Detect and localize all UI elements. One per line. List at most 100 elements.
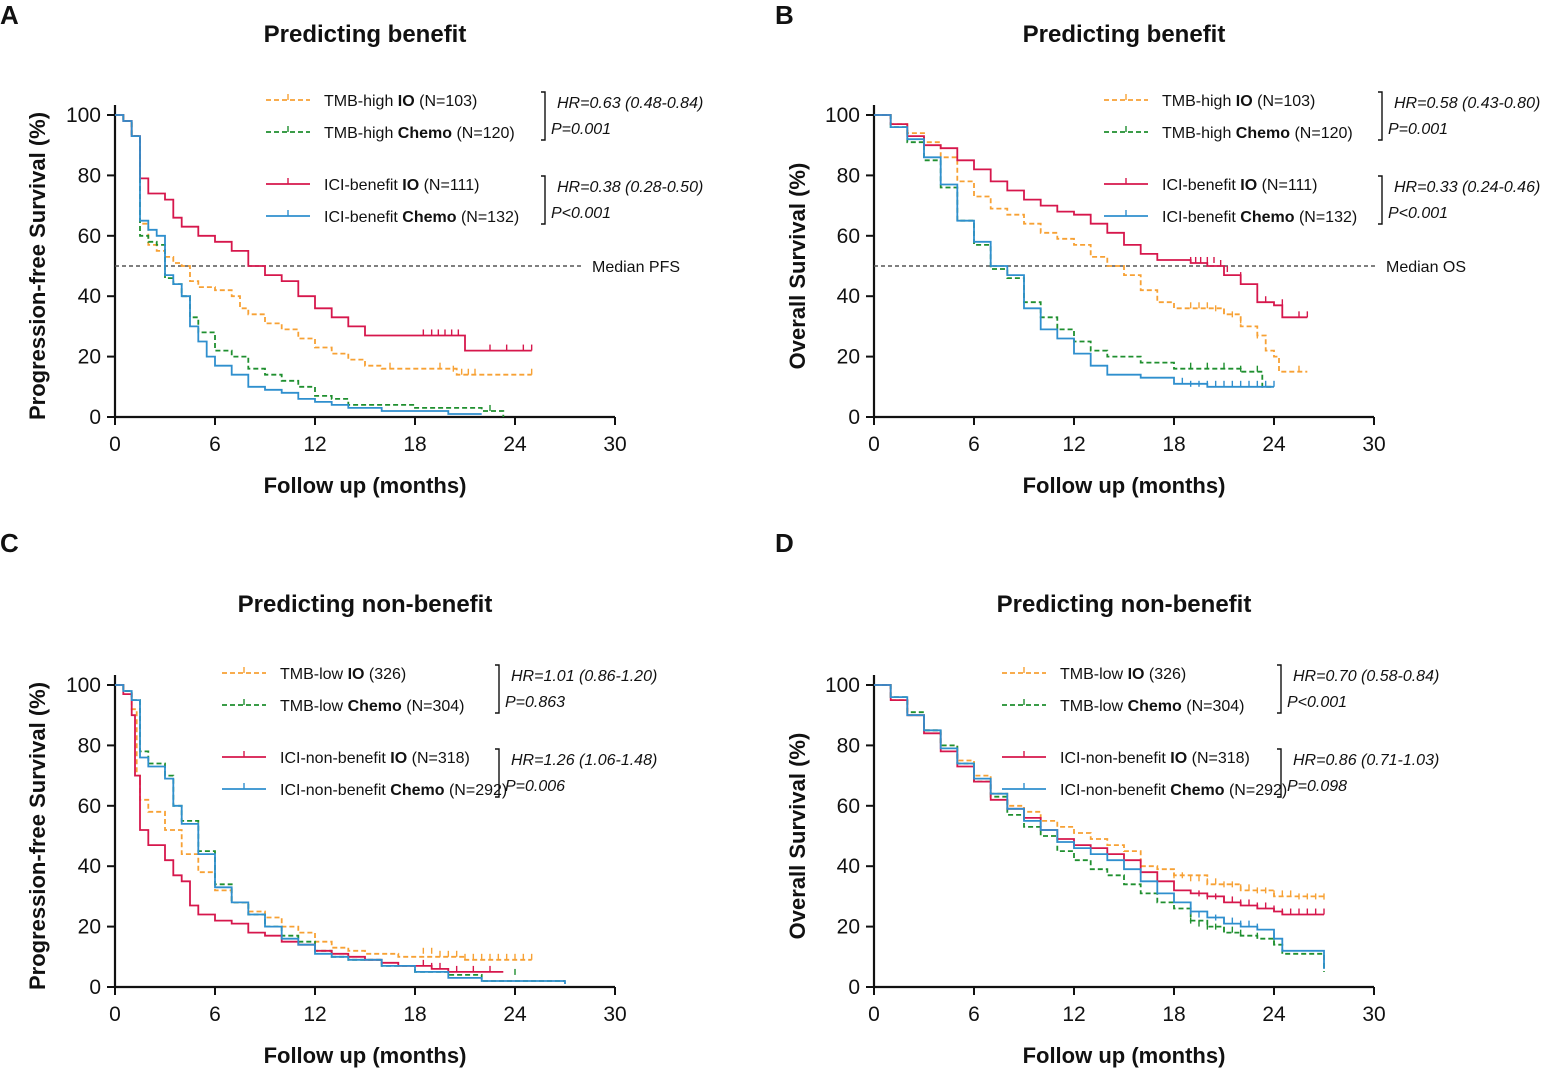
panel-a: A Predicting benefit 0 6 12 18 24 30 0 20 40 60 80 10… (0, 0, 703, 498)
y-tick-label: 100 (825, 674, 860, 697)
y-tick-label: 100 (825, 104, 860, 127)
y-tick-label: 80 (837, 734, 860, 757)
x-tick-label: 12 (303, 433, 326, 456)
y-axis-label: Progression-free Survival (%) (25, 682, 50, 990)
y-tick-label: 60 (837, 795, 860, 818)
legend-label: TMB-low Chemo (N=304) (1060, 698, 1245, 715)
series-line (115, 114, 505, 417)
legend-label: TMB-high Chemo (N=120) (324, 125, 515, 142)
y-axis-label: Progression-free Survival (%) (25, 112, 50, 420)
y-tick-label: 80 (78, 164, 101, 187)
x-tick-label: 24 (503, 1003, 527, 1026)
x-tick-label: 0 (868, 433, 880, 456)
x-axis-label: Follow up (months) (264, 1043, 467, 1068)
legend-label: ICI-non-benefit IO (N=318) (1060, 750, 1250, 767)
chart-title: Predicting non-benefit (997, 591, 1252, 618)
x-tick-label: 30 (1362, 433, 1385, 456)
x-tick-label: 24 (1262, 1003, 1286, 1026)
p-value: P<0.001 (1388, 205, 1448, 222)
panel-d: D Predicting non-benefit 0 6 12 18 24 30 0 20 40 60… (775, 528, 1439, 1068)
legend-label: TMB-low IO (326) (1060, 666, 1186, 683)
legend-label: TMB-high IO (N=103) (1162, 93, 1315, 110)
stats-bracket (541, 91, 546, 141)
x-tick-label: 30 (1362, 1003, 1385, 1026)
series-line (115, 684, 504, 973)
hazard-ratio: HR=0.58 (0.43-0.80) (1394, 95, 1540, 112)
series-line (874, 684, 1325, 969)
y-tick-label: 20 (837, 916, 860, 939)
x-tick-label: 0 (109, 1003, 121, 1026)
stats-bracket (541, 175, 546, 225)
p-value: P=0.006 (505, 778, 565, 795)
stats-bracket (495, 664, 500, 714)
x-tick-label: 12 (1062, 433, 1085, 456)
legend-label: ICI-benefit Chemo (N=132) (324, 209, 519, 226)
legend-label: TMB-low IO (326) (280, 666, 406, 683)
p-value: P=0.098 (1287, 778, 1347, 795)
series-line (115, 114, 532, 376)
panel-letter: B (775, 0, 794, 30)
p-value: P=0.863 (505, 694, 565, 711)
stats-bracket (1277, 748, 1282, 798)
stats-bracket (495, 748, 500, 798)
y-tick-label: 0 (89, 976, 101, 999)
x-axis-label: Follow up (months) (264, 473, 467, 498)
y-tick-label: 40 (837, 285, 860, 308)
x-tick-label: 30 (603, 433, 626, 456)
panel-letter: D (775, 528, 794, 558)
y-tick-label: 80 (837, 164, 860, 187)
median-label: Median OS (1386, 259, 1466, 276)
y-tick-label: 0 (89, 406, 101, 429)
legend-label: TMB-high IO (N=103) (324, 93, 477, 110)
y-tick-label: 80 (78, 734, 101, 757)
y-tick-label: 40 (78, 855, 101, 878)
y-tick-label: 20 (837, 346, 860, 369)
x-tick-label: 18 (1162, 1003, 1185, 1026)
x-axis-label: Follow up (months) (1023, 1043, 1226, 1068)
legend-label: ICI-benefit IO (N=111) (324, 177, 479, 194)
panel-letter: C (0, 528, 19, 558)
x-tick-label: 24 (1262, 433, 1286, 456)
median-label: Median PFS (592, 259, 680, 276)
x-tick-label: 18 (1162, 433, 1185, 456)
x-tick-label: 6 (968, 433, 980, 456)
y-tick-label: 0 (848, 976, 860, 999)
series-line (115, 114, 482, 415)
chart-title: Predicting benefit (1023, 21, 1226, 48)
y-tick-label: 40 (78, 285, 101, 308)
legend-label: ICI-non-benefit Chemo (N=292) (280, 782, 507, 799)
series-line (874, 114, 1308, 373)
y-tick-label: 20 (78, 916, 101, 939)
x-axis-label: Follow up (months) (1023, 473, 1226, 498)
stats-bracket (1378, 91, 1383, 141)
series-line (874, 114, 1274, 388)
chart-title: Predicting non-benefit (238, 591, 493, 618)
p-value: P=0.001 (551, 121, 611, 138)
hazard-ratio: HR=0.33 (0.24-0.46) (1394, 179, 1540, 196)
x-tick-label: 0 (109, 433, 121, 456)
y-tick-label: 60 (78, 795, 101, 818)
y-tick-label: 100 (66, 104, 101, 127)
x-tick-label: 0 (868, 1003, 880, 1026)
series-line (115, 684, 532, 961)
legend-label: ICI-benefit Chemo (N=132) (1162, 209, 1357, 226)
hazard-ratio: HR=1.26 (1.06-1.48) (511, 752, 657, 769)
y-tick-label: 20 (78, 346, 101, 369)
x-tick-label: 24 (503, 433, 527, 456)
hazard-ratio: HR=0.86 (0.71-1.03) (1293, 752, 1439, 769)
hazard-ratio: HR=1.01 (0.86-1.20) (511, 668, 657, 685)
x-tick-label: 30 (603, 1003, 626, 1026)
series-line (115, 684, 565, 982)
x-tick-label: 18 (403, 1003, 426, 1026)
p-value: P<0.001 (1287, 694, 1347, 711)
y-tick-label: 40 (837, 855, 860, 878)
p-value: P=0.001 (1388, 121, 1448, 138)
hazard-ratio: HR=0.63 (0.48-0.84) (557, 95, 703, 112)
hazard-ratio: HR=0.70 (0.58-0.84) (1293, 668, 1439, 685)
legend-label: ICI-non-benefit Chemo (N=292) (1060, 782, 1287, 799)
panel-c: C Predicting non-benefit 0 6 12 18 24 30 0 20 40 60… (0, 528, 657, 1068)
legend-label: ICI-benefit IO (N=111) (1162, 177, 1317, 194)
series-line (115, 114, 532, 352)
legend-label: TMB-high Chemo (N=120) (1162, 125, 1353, 142)
